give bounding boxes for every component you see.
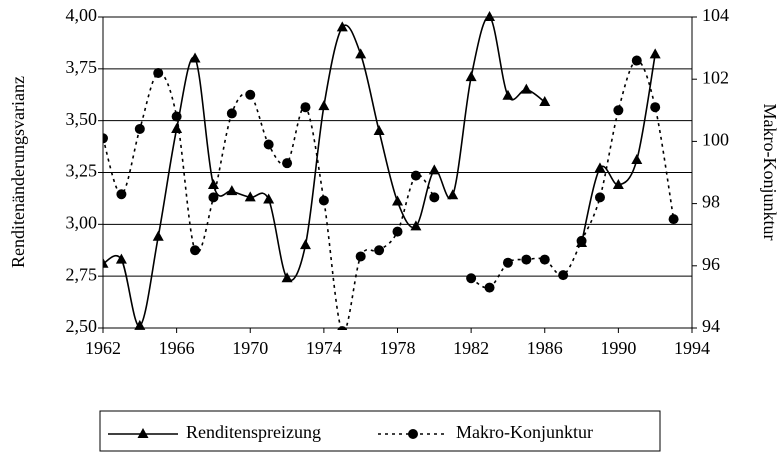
triangle-marker <box>631 154 643 165</box>
triangle-marker <box>484 11 496 21</box>
circle-marker <box>374 245 385 256</box>
circle-marker <box>408 429 418 439</box>
triangle-marker <box>520 83 532 94</box>
circle-marker <box>153 67 164 78</box>
triangle-marker <box>355 48 367 59</box>
triangle-marker <box>373 125 385 136</box>
triangle-marker <box>318 100 330 111</box>
circle-marker <box>263 139 274 150</box>
circle-marker <box>355 251 366 262</box>
y2-tick-label: 94 <box>702 316 720 336</box>
circle-marker <box>576 235 587 246</box>
circle-marker <box>502 257 513 268</box>
triangle-marker <box>465 71 477 82</box>
circle-marker <box>429 192 440 203</box>
circle-marker <box>650 102 661 113</box>
y-tick-label: 3,75 <box>66 57 98 77</box>
x-tick-label: 1970 <box>232 338 268 358</box>
series-line <box>103 16 546 327</box>
x-tick-label: 1994 <box>674 338 710 358</box>
circle-marker <box>190 245 201 256</box>
circle-marker <box>668 214 679 225</box>
x-tick-label: 1966 <box>159 338 195 358</box>
circle-marker <box>337 326 348 330</box>
legend-box <box>99 410 661 452</box>
circle-marker <box>521 254 532 265</box>
circle-marker <box>410 170 421 181</box>
y2-tick-label: 98 <box>702 192 720 212</box>
circle-marker <box>558 270 569 281</box>
triangle-marker <box>649 48 661 59</box>
x-tick-label: 1974 <box>306 338 342 358</box>
circle-marker <box>318 195 329 206</box>
triangle-marker <box>410 220 422 231</box>
y2-axis-label: Makro-Konjunktur <box>760 104 780 241</box>
y-tick-label: 4,00 <box>66 5 98 25</box>
x-tick-label: 1962 <box>85 338 121 358</box>
triangle-marker <box>336 21 348 32</box>
x-tick-label: 1982 <box>453 338 489 358</box>
circle-marker <box>282 158 293 169</box>
circle-marker <box>392 226 403 237</box>
triangle-marker <box>207 178 219 189</box>
circle-marker <box>226 108 237 119</box>
circle-marker <box>300 102 311 113</box>
y-tick-label: 2,50 <box>66 316 98 336</box>
x-tick-label: 1978 <box>380 338 416 358</box>
circle-marker <box>631 55 642 66</box>
circle-marker <box>103 133 108 144</box>
circle-marker <box>116 189 127 200</box>
circle-marker <box>594 192 605 203</box>
y-tick-label: 3,25 <box>66 161 98 181</box>
x-tick-label: 1990 <box>600 338 636 358</box>
triangle-marker <box>299 239 311 250</box>
circle-marker <box>613 105 624 116</box>
circle-marker <box>466 273 477 284</box>
triangle-marker <box>447 189 459 200</box>
y-axis-label: Renditenänderungsvarianz <box>8 76 28 268</box>
triangle-marker <box>137 428 149 438</box>
x-tick-label: 1986 <box>527 338 563 358</box>
triangle-marker <box>134 319 146 330</box>
triangle-marker <box>612 178 624 189</box>
y-tick-label: 2,75 <box>66 264 98 284</box>
triangle-marker <box>539 96 551 107</box>
triangle-marker <box>392 195 403 206</box>
y2-tick-label: 100 <box>702 130 729 150</box>
y-tick-label: 3,00 <box>66 212 98 232</box>
series-line <box>470 59 675 289</box>
triangle-marker <box>594 162 606 173</box>
legend-label: Makro-Konjunktur <box>456 422 593 442</box>
series-line <box>580 54 656 244</box>
series-line <box>103 11 661 330</box>
triangle-marker <box>115 253 127 264</box>
triangle-marker <box>171 122 183 133</box>
triangle-marker <box>244 191 256 202</box>
circle-marker <box>171 111 182 122</box>
legend-label: Renditenspreizung <box>186 422 321 442</box>
triangle-marker <box>281 272 293 283</box>
triangle-marker <box>428 164 440 175</box>
y-tick-label: 3,50 <box>66 109 98 129</box>
triangle-marker <box>152 230 164 241</box>
y2-tick-label: 102 <box>702 67 729 87</box>
y2-tick-label: 104 <box>702 5 729 25</box>
circle-marker <box>134 123 145 134</box>
triangle-marker <box>103 257 109 268</box>
triangle-marker <box>226 185 238 196</box>
triangle-marker <box>263 193 275 204</box>
triangle-marker <box>189 52 201 63</box>
circle-marker <box>484 282 495 293</box>
circle-marker <box>539 254 550 265</box>
triangle-marker <box>502 89 514 100</box>
series-line <box>103 55 679 330</box>
y2-tick-label: 96 <box>702 254 720 274</box>
circle-marker <box>245 89 256 100</box>
circle-marker <box>208 192 219 203</box>
